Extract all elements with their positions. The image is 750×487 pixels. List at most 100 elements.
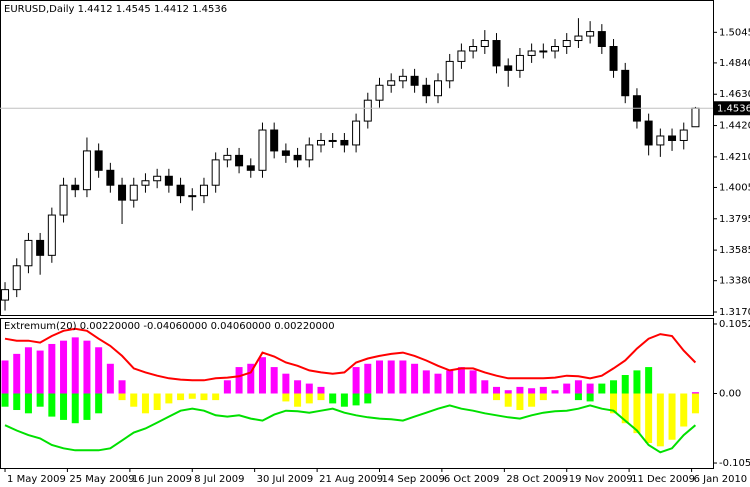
histogram-bar bbox=[95, 393, 103, 414]
candle-body bbox=[211, 159, 220, 186]
candle-body bbox=[621, 69, 630, 97]
candle-body bbox=[691, 107, 700, 128]
histogram-bar bbox=[83, 340, 91, 394]
candle-body bbox=[668, 135, 677, 141]
candle-body bbox=[574, 35, 583, 42]
histogram-bar bbox=[329, 393, 337, 404]
histogram-bar bbox=[352, 367, 360, 394]
histogram-bar bbox=[223, 380, 231, 394]
x-tick-label: 16 Jun 2009 bbox=[132, 474, 192, 485]
histogram-bar bbox=[48, 343, 56, 394]
histogram-bar bbox=[504, 393, 512, 407]
histogram-bar bbox=[305, 393, 313, 404]
histogram-bar bbox=[340, 393, 348, 407]
y-tick-label: 0.00 bbox=[719, 389, 741, 400]
histogram-bar bbox=[270, 367, 278, 394]
y-tick-label: 1.4005 bbox=[719, 182, 750, 193]
histogram-bar bbox=[71, 337, 79, 394]
x-tick-label: 28 Oct 2009 bbox=[506, 474, 568, 485]
candle-body bbox=[12, 265, 21, 291]
x-tick-label: 1 May 2009 bbox=[7, 474, 66, 485]
histogram-bar bbox=[574, 393, 582, 401]
histogram-bar bbox=[36, 393, 44, 407]
x-tick-label: 19 Nov 2009 bbox=[569, 474, 633, 485]
indicator-line bbox=[4, 404, 697, 454]
candle-body bbox=[328, 139, 337, 142]
histogram-bar bbox=[71, 393, 79, 424]
price-label: 1.4536 bbox=[717, 103, 750, 114]
histogram-bar bbox=[375, 360, 383, 394]
histogram-bar bbox=[258, 357, 266, 394]
candle-body bbox=[59, 184, 68, 216]
candle-body bbox=[199, 184, 208, 197]
histogram-bar bbox=[493, 386, 501, 394]
x-tick-label: 14 Sep 2009 bbox=[381, 474, 444, 485]
plot-layer: 1.5045 1.4840 1.4630 1.4420 1.4210 1.4005 1.37… bbox=[0, 18, 750, 485]
histogram-bar bbox=[188, 393, 196, 399]
histogram-bar bbox=[13, 353, 21, 394]
candle-body bbox=[36, 239, 45, 256]
histogram-bar bbox=[387, 360, 395, 394]
histogram-bar bbox=[633, 393, 641, 434]
histogram-bar bbox=[645, 367, 653, 394]
candle-body bbox=[551, 45, 560, 52]
histogram-bar bbox=[364, 363, 372, 394]
candle-body bbox=[375, 84, 384, 101]
histogram-bar bbox=[528, 388, 536, 394]
histogram-bar bbox=[691, 393, 699, 414]
candle-body bbox=[387, 80, 396, 86]
candle-body bbox=[679, 129, 688, 141]
candle-body bbox=[1, 289, 10, 301]
histogram-bar bbox=[610, 380, 618, 394]
candle-body bbox=[445, 60, 454, 82]
y-tick-label: 1.3380 bbox=[719, 276, 750, 287]
histogram-bar bbox=[586, 383, 594, 394]
histogram-bar bbox=[305, 383, 313, 394]
indicator-title: Extremum(20) 0.00220000 -0.04060000 0.04… bbox=[4, 321, 335, 332]
candle-body bbox=[293, 154, 302, 161]
x-tick-label: 11 Dec 2009 bbox=[631, 474, 695, 485]
candle-body bbox=[223, 154, 232, 161]
main-frame bbox=[0, 0, 714, 316]
histogram-bar bbox=[493, 393, 501, 401]
histogram-bar bbox=[282, 393, 290, 402]
candle-body bbox=[106, 169, 115, 186]
candle-body bbox=[492, 40, 501, 67]
candle-body bbox=[340, 139, 349, 146]
candle-body bbox=[47, 214, 56, 256]
histogram-bar bbox=[294, 380, 302, 394]
candle-body bbox=[539, 50, 548, 53]
candle-body bbox=[434, 80, 443, 97]
histogram-bar bbox=[504, 390, 512, 394]
histogram-bar bbox=[153, 393, 161, 411]
candle-body bbox=[562, 40, 571, 47]
candle-body bbox=[469, 45, 478, 52]
candle-body bbox=[164, 175, 173, 186]
histogram-bar bbox=[282, 373, 290, 394]
candle-body bbox=[504, 65, 513, 71]
x-tick-label: 6 Oct 2009 bbox=[444, 474, 499, 485]
candle-body bbox=[270, 129, 279, 152]
y-tick-label: 1.4630 bbox=[719, 89, 750, 100]
histogram-bar bbox=[422, 370, 430, 394]
y-tick-label: 1.3795 bbox=[719, 214, 750, 225]
candle-body bbox=[305, 144, 314, 161]
x-tick-label: 6 Jan 2010 bbox=[694, 474, 748, 485]
candle-body bbox=[82, 150, 91, 191]
histogram-bar bbox=[469, 370, 477, 394]
y-tick-label: 1.3170 bbox=[719, 307, 750, 318]
histogram-bar bbox=[83, 393, 91, 420]
histogram-bar bbox=[212, 393, 220, 401]
histogram-bar bbox=[446, 370, 454, 394]
y-tick-label: 1.3585 bbox=[719, 245, 750, 256]
histogram-bar bbox=[645, 393, 653, 444]
histogram-bar bbox=[539, 386, 547, 394]
histogram-bar bbox=[130, 393, 138, 407]
histogram-bar bbox=[165, 393, 173, 404]
y-tick-label: 1.4420 bbox=[719, 121, 750, 132]
candle-body bbox=[363, 99, 372, 122]
histogram-bar bbox=[294, 393, 302, 407]
histogram-bar bbox=[610, 393, 618, 414]
x-tick-label: 21 Aug 2009 bbox=[319, 474, 383, 485]
candle-body bbox=[457, 50, 466, 62]
